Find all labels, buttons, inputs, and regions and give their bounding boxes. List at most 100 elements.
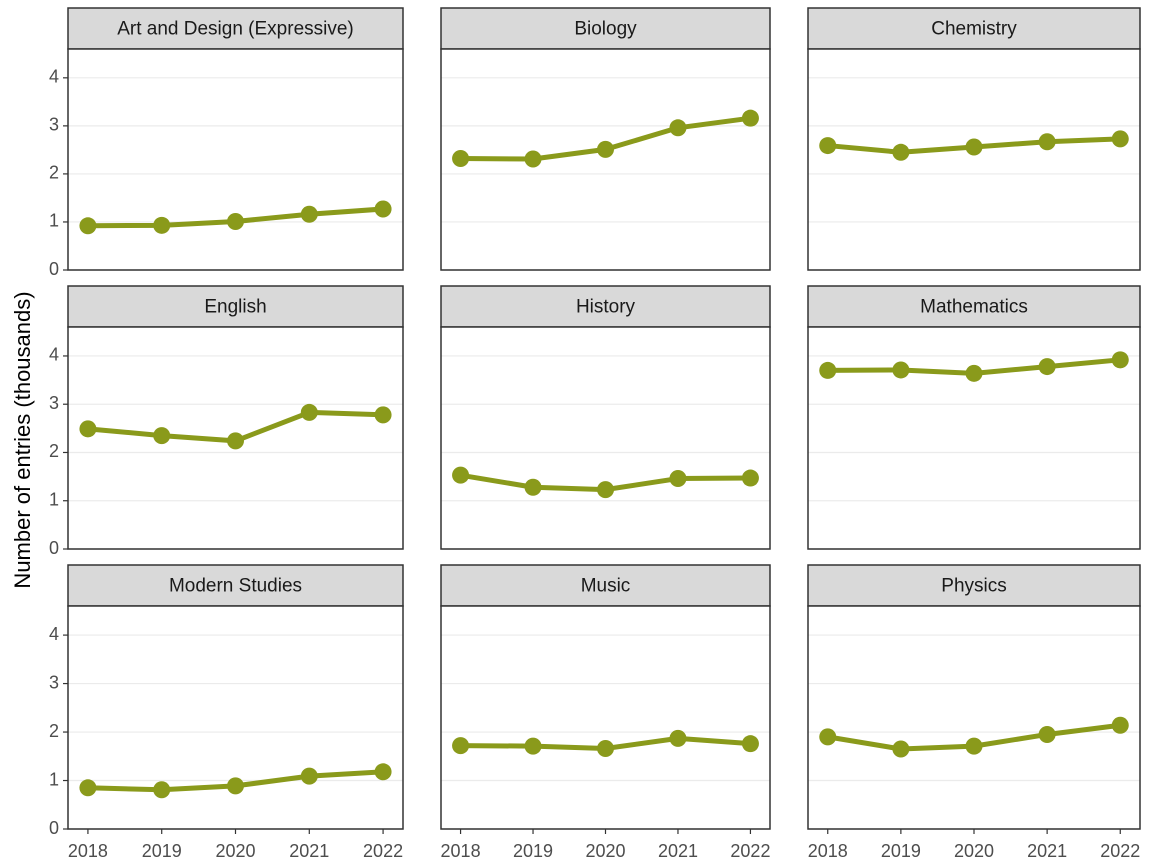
data-point bbox=[892, 740, 910, 758]
panel bbox=[808, 49, 1140, 270]
x-tick-label: 2020 bbox=[954, 841, 994, 861]
data-point bbox=[452, 150, 470, 168]
data-point bbox=[741, 735, 759, 753]
data-point bbox=[227, 777, 244, 795]
data-point bbox=[1111, 130, 1129, 148]
x-tick-label: 2018 bbox=[441, 841, 481, 861]
panel-title: Art and Design (Expressive) bbox=[117, 19, 354, 40]
panel bbox=[808, 606, 1140, 829]
x-tick-label: 2022 bbox=[730, 841, 770, 861]
data-point bbox=[892, 143, 910, 161]
data-point bbox=[300, 403, 318, 421]
x-tick-label: 2018 bbox=[68, 841, 108, 861]
data-point bbox=[965, 138, 983, 156]
x-tick-label: 2021 bbox=[289, 841, 329, 861]
data-point bbox=[374, 763, 392, 781]
y-tick-label: 3 bbox=[49, 393, 59, 413]
y-tick-label: 3 bbox=[49, 672, 59, 692]
x-tick-label: 2019 bbox=[142, 841, 182, 861]
data-point bbox=[300, 205, 318, 223]
panel-border bbox=[440, 48, 771, 271]
x-tick-label: 2019 bbox=[881, 841, 921, 861]
panel-title: Biology bbox=[574, 19, 637, 40]
y-tick-label: 2 bbox=[49, 441, 59, 461]
data-point bbox=[669, 729, 687, 747]
y-tick-label: 0 bbox=[49, 259, 59, 279]
data-point bbox=[452, 466, 470, 484]
panel-title: Music bbox=[581, 576, 631, 597]
data-point bbox=[524, 737, 542, 755]
y-tick-label: 1 bbox=[49, 211, 59, 231]
panel-title: Physics bbox=[941, 576, 1006, 597]
panel-border bbox=[67, 605, 404, 830]
data-point bbox=[965, 364, 983, 382]
data-point bbox=[1111, 716, 1129, 734]
data-point bbox=[153, 216, 171, 234]
y-tick-label: 2 bbox=[49, 163, 59, 183]
panel bbox=[68, 49, 403, 270]
data-point bbox=[1038, 725, 1056, 743]
data-point bbox=[741, 109, 759, 127]
data-point bbox=[227, 432, 244, 450]
y-tick-label: 4 bbox=[49, 67, 59, 87]
x-tick-label: 2021 bbox=[658, 841, 698, 861]
x-tick-label: 2018 bbox=[808, 841, 848, 861]
panel-title: Mathematics bbox=[920, 297, 1028, 318]
panel-border bbox=[67, 48, 404, 271]
panel-border bbox=[807, 605, 1141, 830]
data-point bbox=[1111, 351, 1129, 369]
x-tick-label: 2020 bbox=[585, 841, 625, 861]
data-point bbox=[597, 740, 614, 758]
panel-title: English bbox=[204, 297, 266, 318]
x-tick-label: 2022 bbox=[1100, 841, 1140, 861]
strip bbox=[440, 564, 771, 607]
panel-border bbox=[807, 48, 1141, 271]
data-point bbox=[669, 470, 687, 488]
y-tick-label: 2 bbox=[49, 721, 59, 741]
panel-border bbox=[440, 605, 771, 830]
data-point bbox=[452, 737, 470, 755]
x-tick-label: 2022 bbox=[363, 841, 403, 861]
data-point bbox=[300, 767, 318, 785]
panel-border bbox=[807, 326, 1141, 550]
strip bbox=[67, 285, 404, 328]
data-point bbox=[374, 406, 392, 424]
panel-border bbox=[67, 326, 404, 550]
data-point bbox=[819, 361, 837, 379]
data-point bbox=[227, 212, 244, 230]
data-point bbox=[597, 481, 614, 499]
panel bbox=[68, 606, 403, 829]
x-tick-label: 2021 bbox=[1027, 841, 1067, 861]
data-point bbox=[153, 781, 171, 799]
data-point bbox=[153, 427, 171, 445]
x-tick-label: 2019 bbox=[513, 841, 553, 861]
data-point bbox=[965, 737, 983, 755]
y-tick-label: 1 bbox=[49, 769, 59, 789]
data-point bbox=[79, 217, 97, 235]
strip bbox=[440, 285, 771, 328]
data-point bbox=[819, 728, 837, 746]
y-tick-label: 0 bbox=[49, 538, 59, 558]
strip bbox=[67, 564, 404, 607]
panel bbox=[441, 606, 770, 829]
strip bbox=[807, 285, 1141, 328]
panel-border bbox=[440, 326, 771, 550]
y-axis-label: Number of entries (thousands) bbox=[10, 291, 35, 588]
y-tick-label: 0 bbox=[49, 818, 59, 838]
data-point bbox=[524, 150, 542, 168]
data-point bbox=[669, 119, 687, 137]
data-point bbox=[1038, 358, 1056, 376]
data-point bbox=[524, 478, 542, 496]
panel-title: History bbox=[576, 297, 636, 318]
data-point bbox=[79, 420, 97, 438]
strip bbox=[440, 7, 771, 50]
data-point bbox=[79, 779, 97, 797]
panel-title: Chemistry bbox=[931, 19, 1017, 40]
data-point bbox=[597, 140, 614, 158]
strip bbox=[67, 7, 404, 50]
x-tick-label: 2020 bbox=[215, 841, 255, 861]
data-point bbox=[374, 200, 392, 218]
panel bbox=[441, 327, 770, 549]
strip bbox=[807, 7, 1141, 50]
